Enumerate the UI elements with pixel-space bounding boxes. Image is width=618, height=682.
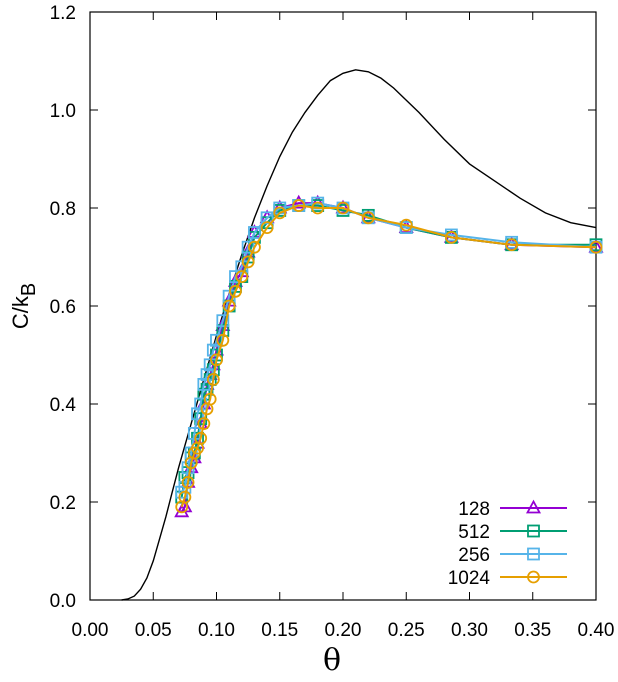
data-point — [291, 194, 307, 209]
data-point — [181, 475, 195, 489]
theory-curve — [121, 69, 597, 601]
data-point — [197, 417, 211, 431]
data-point — [505, 238, 519, 252]
plot-frame — [89, 11, 597, 601]
y-tick-label: 1.0 — [50, 101, 76, 122]
y-tick-labels: 0.0 0.2 0.4 0.6 0.8 1.0 1.2 — [50, 3, 77, 612]
y-tick-label: 0.0 — [50, 591, 76, 612]
x-tick-label: 0.35 — [514, 620, 551, 641]
data-point — [203, 392, 217, 406]
legend-swatch-marker — [527, 524, 540, 538]
legend-swatch-marker — [527, 547, 540, 561]
x-tick-label: 0.15 — [261, 620, 298, 641]
data-point — [248, 226, 261, 239]
data-point — [194, 431, 208, 445]
x-tick-label: 0.10 — [198, 620, 235, 641]
legend-item-256: 256 — [458, 545, 567, 566]
legend-label: 128 — [458, 499, 490, 520]
x-tick-labels: 0.00 0.05 0.10 0.15 0.20 0.25 0.30 0.35 0.40 — [72, 620, 615, 641]
series-1024 — [175, 199, 603, 514]
data-point — [399, 218, 413, 232]
series-line — [180, 202, 597, 493]
y-tick-label: 0.4 — [50, 395, 77, 416]
x-tick-label: 0.40 — [578, 620, 615, 641]
x-axis-label: θ — [323, 643, 341, 678]
y-tick-label: 0.8 — [50, 199, 76, 220]
data-point — [311, 201, 325, 215]
y-tick-label: 0.2 — [50, 493, 76, 514]
legend-item-512: 512 — [458, 522, 567, 543]
y-tick-label: 1.2 — [50, 3, 76, 24]
legend-label: 256 — [458, 545, 490, 566]
legend-label: 512 — [458, 522, 490, 543]
data-point — [216, 333, 230, 347]
data-point — [445, 230, 458, 244]
legend-swatch-marker — [527, 570, 540, 584]
legend-item-128: 128 — [458, 499, 567, 520]
series-layer — [174, 194, 604, 518]
series-line — [180, 204, 597, 508]
y-axis-label: C/kB — [8, 283, 40, 329]
data-point — [229, 284, 242, 298]
data-point — [241, 255, 255, 269]
data-point — [292, 199, 306, 212]
y-axis-label-main: C/k — [8, 295, 33, 329]
data-point — [222, 299, 236, 313]
y-axis-label-subscript: B — [18, 283, 40, 296]
x-tick-label: 0.05 — [135, 620, 172, 641]
data-point — [273, 206, 287, 220]
x-tick-label: 0.30 — [451, 620, 488, 641]
series-256 — [175, 196, 603, 499]
data-point — [260, 211, 274, 225]
data-point — [248, 240, 261, 254]
data-point — [361, 211, 375, 225]
legend-swatch-marker — [525, 499, 542, 514]
theory-curve-layer — [121, 69, 597, 601]
x-tick-label: 0.00 — [72, 620, 109, 641]
legend-item-1024: 1024 — [448, 568, 567, 589]
data-point — [589, 240, 603, 254]
data-point — [206, 373, 220, 386]
data-point — [216, 314, 230, 328]
data-point — [210, 353, 223, 367]
data-point — [235, 270, 249, 284]
y-tick-label: 0.6 — [50, 297, 76, 318]
data-point — [178, 490, 192, 504]
axis-ticks — [89, 11, 597, 601]
x-tick-label: 0.25 — [388, 620, 425, 641]
data-point — [336, 201, 350, 215]
data-point — [260, 221, 274, 235]
legend-label: 1024 — [448, 568, 491, 589]
x-tick-label: 0.20 — [325, 620, 362, 641]
